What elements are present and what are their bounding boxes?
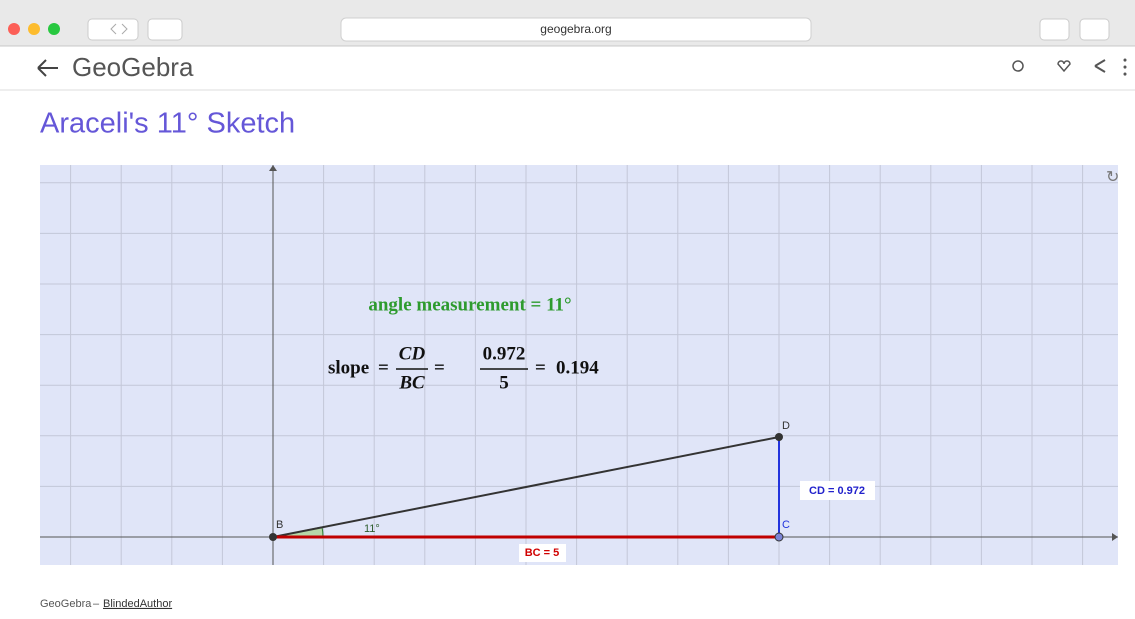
point-label: B (276, 519, 283, 531)
angle-label: 11° (364, 523, 380, 535)
fraction-num: CD (399, 343, 426, 364)
equals: = (378, 357, 389, 378)
fraction-den: 5 (499, 372, 509, 393)
minimize-button[interactable] (28, 23, 40, 35)
segment-bd[interactable] (272, 436, 780, 538)
nav-arrows (110, 23, 128, 35)
footer-author[interactable]: BlindedAuthor (103, 598, 172, 610)
equals: = (535, 357, 546, 378)
sidebar-button[interactable] (147, 18, 183, 41)
share-icon[interactable] (1094, 59, 1106, 73)
search-icon[interactable] (1012, 60, 1024, 72)
bc-label: BC = 5 (525, 547, 560, 559)
logo: GeoGebra (72, 52, 194, 82)
back-arrow[interactable] (37, 59, 58, 77)
share-button[interactable] (1039, 18, 1070, 41)
point-d[interactable] (775, 433, 783, 441)
x-arrow (1112, 533, 1118, 541)
slope-result: 0.194 (556, 357, 599, 378)
close-button[interactable] (8, 23, 20, 35)
label-box (800, 481, 875, 500)
fraction-den: BC (398, 372, 425, 393)
tabs-button[interactable] (1079, 18, 1110, 41)
equals: = (434, 357, 445, 378)
point-label: D (782, 420, 790, 432)
slope-lhs: slope (328, 357, 369, 378)
fraction-num: 0.972 (483, 343, 526, 364)
graphics-view[interactable] (40, 165, 1118, 565)
label-box (519, 544, 566, 562)
nav-buttons[interactable] (87, 18, 139, 41)
footer-separator: – (93, 598, 100, 610)
point-label: C (782, 519, 790, 531)
point-b[interactable] (269, 533, 277, 541)
y-arrow (269, 165, 277, 171)
footer-brand: GeoGebra (40, 598, 92, 610)
point-c[interactable] (774, 532, 784, 542)
heart-icon[interactable] (1057, 60, 1071, 73)
reset-icon[interactable]: ↻ (1106, 169, 1119, 186)
angle-text: angle measurement = 11° (368, 294, 571, 315)
page-title: Araceli's 11° Sketch (40, 108, 295, 140)
address-bar[interactable] (340, 17, 812, 42)
address-text: geogebra.org (540, 22, 611, 36)
cd-label: CD = 0.972 (809, 485, 865, 497)
zoom-button[interactable] (48, 23, 60, 35)
